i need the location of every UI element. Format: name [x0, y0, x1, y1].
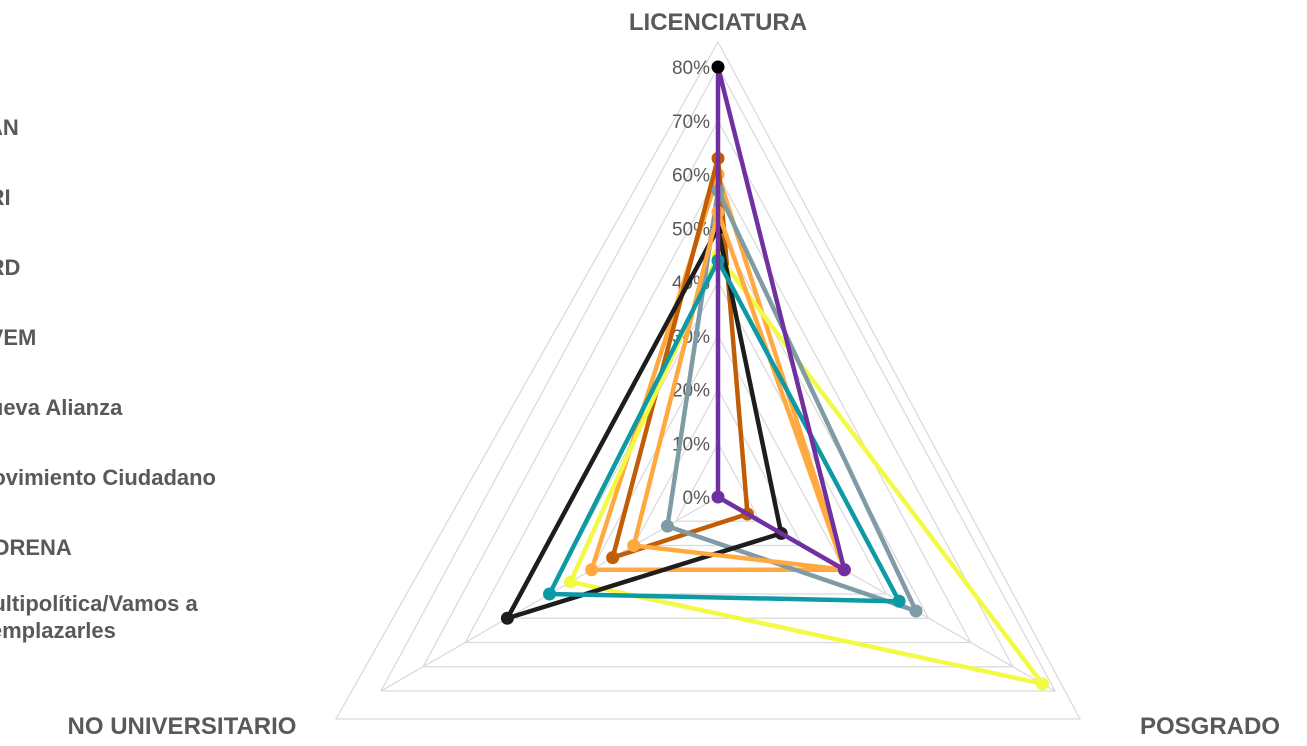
axis-label-posgrado: POSGRADO	[1140, 713, 1280, 740]
grid-ring-7	[422, 119, 1014, 668]
tick-label: 0%	[683, 488, 711, 509]
tick-label: 70%	[672, 112, 710, 133]
data-point	[543, 587, 556, 601]
legend-item-multipolitica[interactable]: Multipolítica/Vamos a Remplazarles	[0, 591, 198, 643]
data-point	[892, 594, 906, 608]
data-point	[909, 604, 923, 618]
series-line	[665, 188, 919, 614]
grid-ring-8	[379, 65, 1057, 692]
legend-item-movimiento-ciudadano[interactable]: Movimiento Ciudadano	[0, 465, 216, 490]
series-line	[568, 252, 1045, 686]
legend-item-pri[interactable]: PRI	[0, 185, 11, 210]
series-layer	[500, 60, 1049, 691]
tick-label: 60%	[672, 166, 710, 187]
data-point	[660, 519, 674, 533]
axis-label-no-universitario: NO UNIVERSITARIO	[68, 713, 297, 740]
data-point	[837, 563, 851, 577]
data-point	[1035, 677, 1049, 691]
data-point	[500, 611, 514, 625]
series-7	[711, 60, 851, 577]
series-line	[589, 172, 847, 572]
data-point	[711, 60, 725, 74]
tick-label: 80%	[672, 58, 710, 79]
data-point	[606, 551, 620, 565]
series-line	[505, 226, 784, 621]
legend-item-pvem[interactable]: PVEM	[0, 325, 37, 350]
tick-label: 20%	[672, 381, 710, 402]
data-point	[564, 575, 578, 589]
grid-outer-frame	[334, 40, 1082, 720]
grid-ring-6	[464, 173, 972, 644]
series-line	[631, 209, 847, 572]
data-point	[711, 490, 725, 504]
series-line	[715, 64, 847, 572]
data-point	[585, 563, 599, 577]
data-point	[627, 539, 641, 552]
legend-item-prd[interactable]: PRD	[0, 255, 21, 280]
series-line	[610, 156, 750, 560]
series-3	[660, 184, 923, 618]
axis-label-licenciatura: LICENCIATURA	[629, 9, 807, 36]
legend-item-nueva-alianza[interactable]: Nueva Alianza	[0, 395, 123, 420]
legend-item-pan[interactable]: PAN	[0, 115, 19, 140]
legend-item-morena[interactable]: MORENA	[0, 535, 72, 560]
